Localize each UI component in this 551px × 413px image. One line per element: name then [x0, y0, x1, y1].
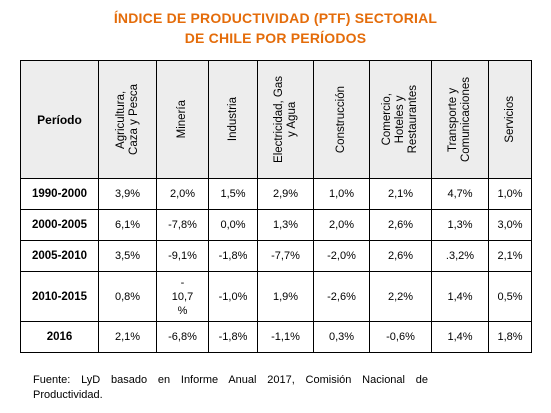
value-cell: 1,4% [431, 321, 489, 353]
col-header-construccion: Construcción [313, 60, 370, 179]
value-cell: -1,0% [208, 271, 258, 322]
value-cell: 2,2% [369, 271, 432, 322]
value-cell: 2,1% [488, 240, 532, 272]
col-header-label: Agricultura, Caza y Pesca [114, 84, 140, 155]
value-cell: 0,8% [98, 271, 157, 322]
value-cell: 1,0% [313, 178, 370, 210]
value-cell: 2,0% [156, 178, 209, 210]
value-cell: 2,9% [257, 178, 314, 210]
period-cell: 1990-2000 [20, 178, 99, 210]
period-cell: 2016 [20, 321, 99, 353]
value-cell: 1,5% [208, 178, 258, 210]
value-cell: 3,5% [98, 240, 157, 272]
col-header-servicios: Servicios [488, 60, 532, 179]
table-row: 2000-2005 6,1% -7,8% 0,0% 1,3% 2,0% 2,6%… [20, 209, 532, 241]
header-row: Período Agricultura, Caza y Pesca Minerí… [20, 60, 532, 179]
table-row: 1990-2000 3,9% 2,0% 1,5% 2,9% 1,0% 2,1% … [20, 178, 532, 210]
col-header-label: Comercio, Hoteles y Restaurantes [381, 85, 419, 154]
value-cell: -9,1% [156, 240, 209, 272]
col-header-mineria: Minería [156, 60, 209, 179]
value-cell: 0,3% [313, 321, 370, 353]
col-header-label: Servicios [503, 96, 516, 143]
period-header: Período [20, 60, 99, 179]
value-cell: 2,1% [369, 178, 432, 210]
table-row: 2010-2015 0,8% - 10,7 % -1,0% 1,9% -2,6%… [20, 271, 532, 322]
col-header-label: Transporte y Comunicaciones [447, 76, 472, 162]
col-header-electricidad: Electricidad, Gas y Agua [257, 60, 314, 179]
table-row: 2005-2010 3,5% -9,1% -1,8% -7,7% -2,0% 2… [20, 240, 532, 272]
value-cell: -2,6% [313, 271, 370, 322]
value-cell: -2,0% [313, 240, 370, 272]
value-cell: 3,9% [98, 178, 157, 210]
value-cell: -7,8% [156, 209, 209, 241]
period-cell: 2000-2005 [20, 209, 99, 241]
period-cell: 2010-2015 [20, 271, 99, 322]
value-cell: 2,6% [369, 209, 432, 241]
col-header-agricultura: Agricultura, Caza y Pesca [98, 60, 157, 179]
col-header-label: Construcción [335, 85, 347, 154]
col-header-label: Electricidad, Gas y Agua [272, 76, 298, 163]
value-cell: 2,6% [369, 240, 432, 272]
value-cell: 1,4% [431, 271, 489, 322]
col-header-label: Minería [176, 100, 188, 139]
title-line-1: ÍNDICE DE PRODUCTIVIDAD (PTF) SECTORIAL [113, 10, 438, 26]
col-header-comercio: Comercio, Hoteles y Restaurantes [369, 60, 432, 179]
value-cell: -6,8% [156, 321, 209, 353]
value-cell: -0,6% [369, 321, 432, 353]
col-header-industria: Industria [208, 60, 258, 179]
value-cell: 3,0% [488, 209, 532, 241]
value-cell: - 10,7 % [156, 271, 209, 322]
value-cell: .3,2% [431, 240, 489, 272]
value-cell: 1,0% [488, 178, 532, 210]
value-cell: 1,8% [488, 321, 532, 353]
value-cell: 0,5% [488, 271, 532, 322]
col-header-label: Industria [226, 97, 239, 142]
value-cell: -1,8% [208, 321, 258, 353]
value-cell: 1,3% [431, 209, 489, 241]
value-cell: 2,1% [98, 321, 157, 353]
value-cell: -7,7% [257, 240, 314, 272]
value-cell: 6,1% [98, 209, 157, 241]
title-line-2: DE CHILE POR PERÍODOS [184, 30, 367, 46]
value-cell: 4,7% [431, 178, 489, 210]
value-cell: 2,0% [313, 209, 370, 241]
value-cell: 1,3% [257, 209, 314, 241]
productivity-table: Período Agricultura, Caza y Pesca Minerí… [20, 60, 532, 353]
value-cell: 0,0% [208, 209, 258, 241]
value-cell: 1,9% [257, 271, 314, 322]
value-cell: -1,1% [257, 321, 314, 353]
period-cell: 2005-2010 [20, 240, 99, 272]
table-row: 2016 2,1% -6,8% -1,8% -1,1% 0,3% -0,6% 1… [20, 321, 532, 353]
value-cell: -1,8% [208, 240, 258, 272]
col-header-transporte: Transporte y Comunicaciones [431, 60, 489, 179]
source-note: Fuente: LyD basado en Informe Anual 2017… [33, 374, 428, 401]
